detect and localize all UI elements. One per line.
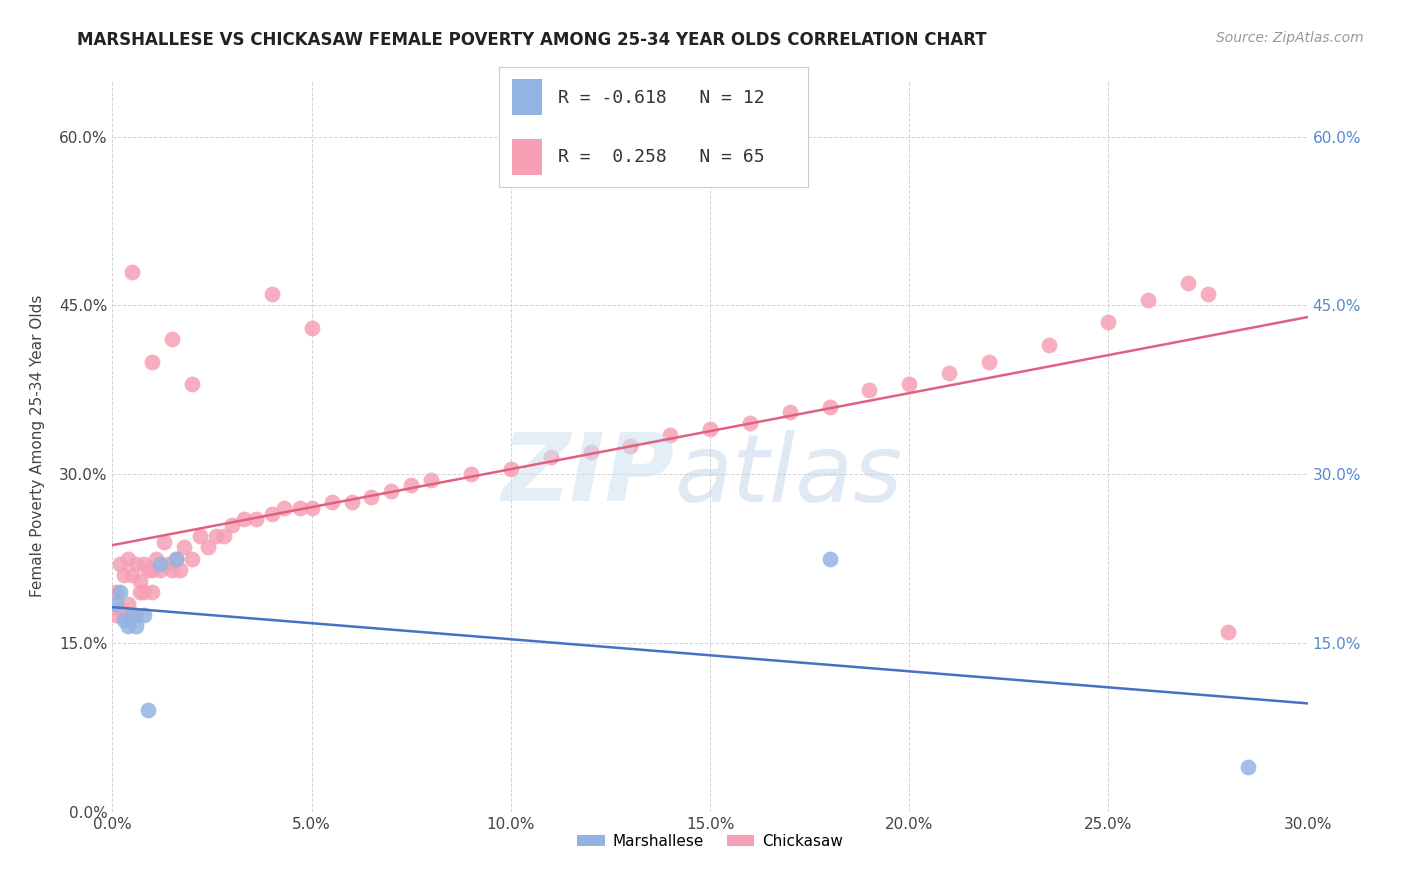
Point <box>121 607 143 622</box>
Point <box>121 568 143 582</box>
Point <box>977 354 1000 368</box>
Point <box>779 405 801 419</box>
Point <box>340 495 363 509</box>
Point <box>141 563 163 577</box>
Point <box>165 551 187 566</box>
Point <box>117 551 139 566</box>
Point <box>1197 287 1219 301</box>
Point <box>121 264 143 278</box>
Point <box>197 541 219 555</box>
Point <box>233 512 256 526</box>
Point <box>125 607 148 622</box>
Text: R =  0.258   N = 65: R = 0.258 N = 65 <box>558 147 765 166</box>
Point <box>221 517 243 532</box>
Point <box>181 551 204 566</box>
Point <box>117 597 139 611</box>
Point <box>162 332 183 346</box>
Point <box>134 607 156 622</box>
Point <box>738 417 761 431</box>
Point <box>114 614 135 628</box>
Point <box>129 574 152 588</box>
Point <box>499 461 522 475</box>
Point <box>145 551 167 566</box>
Point <box>121 607 143 622</box>
Point <box>169 563 191 577</box>
Point <box>898 377 921 392</box>
Point <box>141 354 163 368</box>
Point <box>360 490 382 504</box>
Point <box>129 585 152 599</box>
Point <box>138 703 160 717</box>
Point <box>188 529 211 543</box>
Point <box>858 383 880 397</box>
Point <box>134 557 156 571</box>
Point <box>110 557 132 571</box>
Text: ZIP: ZIP <box>502 429 675 521</box>
Text: MARSHALLESE VS CHICKASAW FEMALE POVERTY AMONG 25-34 YEAR OLDS CORRELATION CHART: MARSHALLESE VS CHICKASAW FEMALE POVERTY … <box>77 31 987 49</box>
Point <box>1097 315 1119 329</box>
Point <box>157 557 180 571</box>
Point <box>165 551 187 566</box>
Point <box>699 422 721 436</box>
Point <box>579 444 602 458</box>
Y-axis label: Female Poverty Among 25-34 Year Olds: Female Poverty Among 25-34 Year Olds <box>31 295 45 597</box>
Point <box>1237 760 1260 774</box>
Point <box>117 619 139 633</box>
Point <box>181 377 204 392</box>
Point <box>260 507 283 521</box>
Point <box>1216 624 1239 639</box>
Point <box>420 473 443 487</box>
Point <box>288 500 311 515</box>
Point <box>245 512 267 526</box>
Text: R = -0.618   N = 12: R = -0.618 N = 12 <box>558 88 765 107</box>
FancyBboxPatch shape <box>512 139 543 175</box>
Point <box>273 500 295 515</box>
Point <box>149 563 172 577</box>
Point <box>138 563 160 577</box>
Point <box>110 602 132 616</box>
Point <box>818 400 841 414</box>
Point <box>212 529 235 543</box>
Point <box>1137 293 1160 307</box>
Point <box>162 563 183 577</box>
Point <box>301 321 323 335</box>
Point <box>125 557 148 571</box>
Point <box>114 568 135 582</box>
Point <box>105 607 128 622</box>
Point <box>114 607 135 622</box>
Point <box>149 557 172 571</box>
Point <box>619 439 641 453</box>
Point <box>110 585 132 599</box>
Point <box>105 585 128 599</box>
Point <box>260 287 283 301</box>
Point <box>125 619 148 633</box>
Point <box>134 585 156 599</box>
Point <box>1177 276 1199 290</box>
Legend: Marshallese, Chickasaw: Marshallese, Chickasaw <box>571 828 849 855</box>
FancyBboxPatch shape <box>512 79 543 115</box>
Point <box>321 495 343 509</box>
Point <box>205 529 228 543</box>
Point <box>380 483 402 498</box>
Point <box>105 597 128 611</box>
Point <box>141 585 163 599</box>
Point <box>540 450 562 465</box>
Point <box>1038 337 1060 351</box>
Point <box>173 541 195 555</box>
Text: atlas: atlas <box>675 430 903 521</box>
Point <box>401 478 423 492</box>
Point <box>938 366 960 380</box>
Point <box>818 551 841 566</box>
Point <box>301 500 323 515</box>
Point <box>153 534 176 549</box>
Point <box>659 427 682 442</box>
Text: Source: ZipAtlas.com: Source: ZipAtlas.com <box>1216 31 1364 45</box>
Point <box>460 467 482 482</box>
